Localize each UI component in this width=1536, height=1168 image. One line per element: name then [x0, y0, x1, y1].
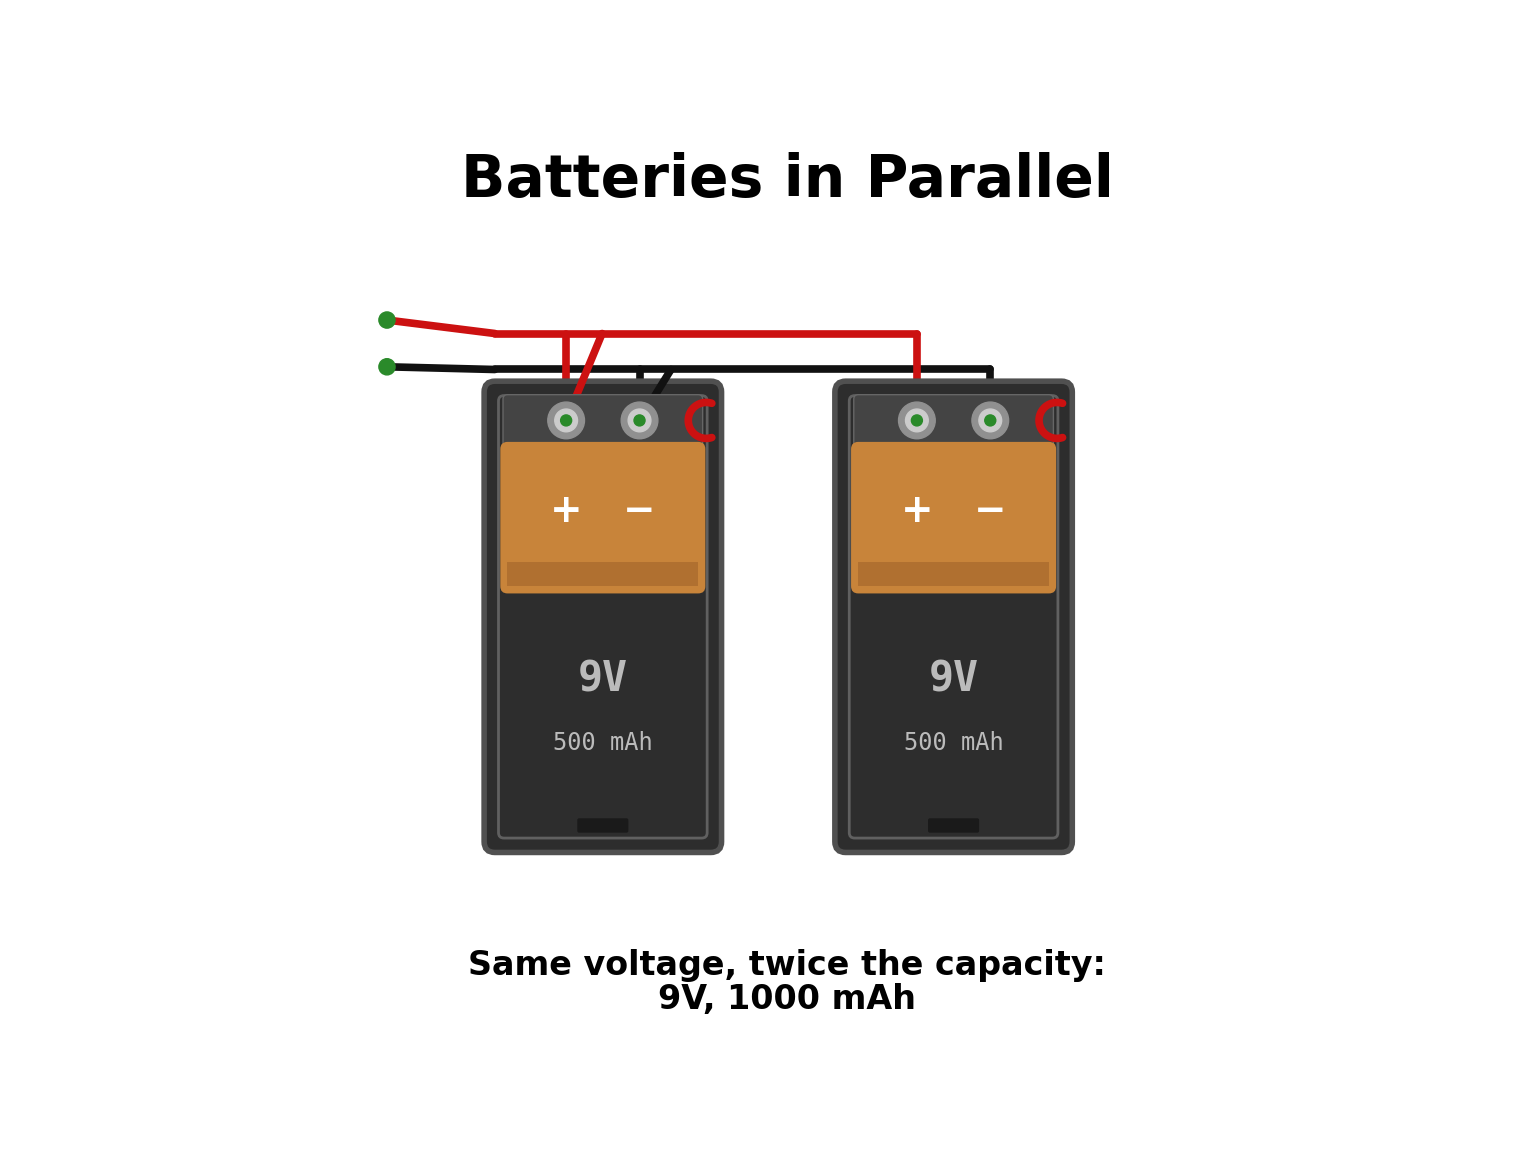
Circle shape [978, 409, 1001, 432]
Circle shape [548, 402, 585, 439]
Circle shape [379, 359, 395, 375]
FancyBboxPatch shape [854, 395, 1054, 451]
Bar [507, 562, 699, 586]
Circle shape [986, 416, 995, 425]
Circle shape [899, 402, 935, 439]
Circle shape [972, 402, 1009, 439]
Circle shape [906, 409, 928, 432]
Circle shape [379, 312, 395, 328]
Circle shape [912, 416, 922, 425]
Text: 9V: 9V [929, 659, 978, 701]
Circle shape [911, 415, 923, 426]
FancyBboxPatch shape [501, 442, 705, 593]
FancyBboxPatch shape [578, 819, 628, 833]
Text: +: + [900, 492, 934, 530]
Circle shape [985, 415, 995, 426]
Text: Same voltage, twice the capacity:: Same voltage, twice the capacity: [468, 950, 1106, 982]
Circle shape [561, 415, 571, 426]
Circle shape [634, 416, 644, 425]
FancyBboxPatch shape [851, 442, 1057, 593]
Text: 500 mAh: 500 mAh [903, 731, 1003, 755]
Circle shape [628, 409, 651, 432]
Circle shape [634, 415, 645, 426]
Text: +: + [550, 492, 582, 530]
Circle shape [621, 402, 657, 439]
Circle shape [562, 416, 571, 425]
Text: 9V: 9V [578, 659, 628, 701]
Text: −: − [974, 492, 1006, 530]
FancyBboxPatch shape [484, 381, 722, 853]
Text: −: − [624, 492, 656, 530]
Text: 500 mAh: 500 mAh [553, 731, 653, 755]
Text: 9V, 1000 mAh: 9V, 1000 mAh [659, 982, 915, 1015]
FancyBboxPatch shape [836, 381, 1072, 853]
Circle shape [554, 409, 578, 432]
Text: Batteries in Parallel: Batteries in Parallel [461, 152, 1114, 209]
FancyBboxPatch shape [928, 819, 978, 833]
Bar [859, 562, 1049, 586]
FancyBboxPatch shape [502, 395, 702, 451]
